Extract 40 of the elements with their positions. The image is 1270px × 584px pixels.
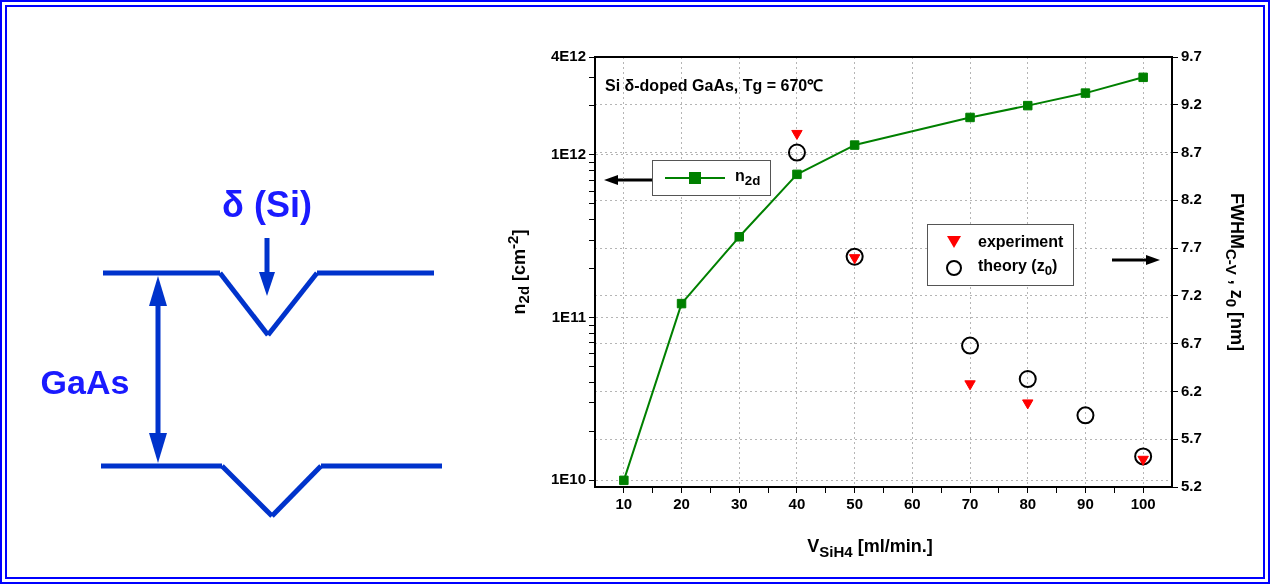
x-tick-label: 60	[904, 495, 921, 513]
legend-label: n$_{2d}$	[735, 167, 761, 189]
text: δ (Si)	[222, 184, 312, 226]
x-tick-label: 20	[673, 495, 690, 513]
x-tick-label: 50	[846, 495, 863, 513]
y-tick-label: 4E12	[550, 47, 586, 65]
y2-tick-label: 9.7	[1181, 47, 1202, 65]
y2-tick-label: 8.7	[1181, 142, 1202, 160]
y2-tick-label: 6.2	[1181, 381, 1202, 399]
text: Si δ-doped GaAs, Tg = 670℃	[605, 76, 824, 96]
point	[734, 232, 744, 242]
text: GaAs	[40, 362, 130, 402]
point	[676, 298, 687, 309]
point	[965, 112, 975, 123]
x-tick-label: 90	[1077, 495, 1094, 513]
point	[619, 475, 629, 486]
x-tick-label: 70	[961, 495, 979, 513]
x-axis-title: V$_{SiH4}$ [ml/min.]	[807, 536, 933, 560]
y-tick-label: 1E12	[550, 145, 586, 163]
x-tick-label: 30	[730, 495, 748, 513]
y2-tick-label: 5.2	[1181, 477, 1202, 495]
x-tick-label: 10	[615, 495, 633, 513]
point	[1023, 100, 1033, 111]
point	[1138, 72, 1148, 83]
y2-tick-label: 7.2	[1181, 286, 1202, 304]
point	[792, 169, 802, 180]
y2-tick-label: 7.7	[1181, 238, 1202, 256]
y2-tick-label: 8.2	[1181, 190, 1202, 208]
x-tick-label: 100	[1130, 495, 1156, 513]
y-tick-label: 1E10	[550, 470, 586, 488]
legend-label: theory (z$_{0}$)	[978, 257, 1058, 279]
legend-label: experiment	[978, 233, 1064, 251]
x-tick-label: 40	[788, 495, 806, 513]
y2-tick-label: 5.7	[1181, 429, 1202, 447]
x-tick-label: 80	[1019, 495, 1037, 513]
point	[849, 140, 860, 150]
y2-tick-label: 6.7	[1181, 333, 1202, 351]
y-tick-label: 1E11	[551, 307, 586, 325]
point	[1080, 88, 1091, 98]
y2-tick-label: 9.2	[1181, 94, 1202, 112]
